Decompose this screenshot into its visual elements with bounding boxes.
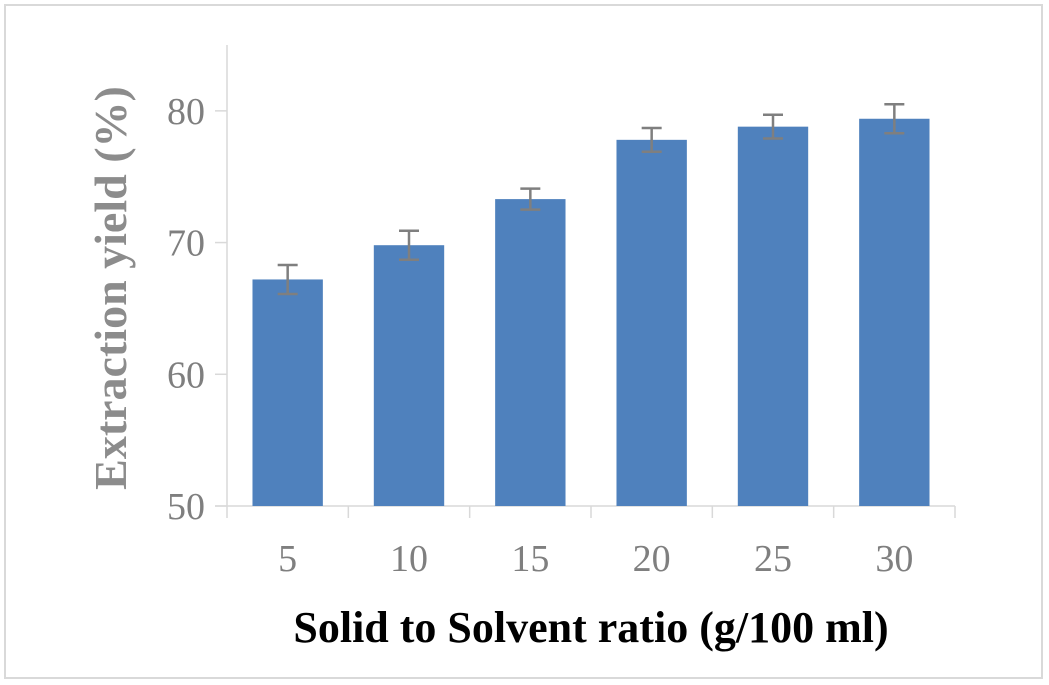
x-axis-title: Solid to Solvent ratio (g/100 ml) [293, 603, 888, 652]
bar [252, 279, 323, 506]
x-tick-label: 5 [278, 538, 297, 580]
error-bar [520, 187, 541, 211]
axes [215, 45, 956, 518]
x-tick-label: 30 [875, 538, 913, 580]
x-tick-label: 10 [390, 538, 428, 580]
bar [373, 245, 445, 506]
tick-labels: 50 60 70 80 5 10 15 20 25 30 [167, 91, 913, 580]
error-bars [277, 103, 905, 296]
y-tick-label: 50 [167, 486, 205, 528]
y-tick-label: 70 [167, 223, 205, 265]
error-bar [399, 229, 419, 261]
bar [859, 118, 930, 506]
bar [737, 126, 809, 507]
error-bar [277, 263, 298, 296]
x-tick-label: 20 [633, 538, 671, 580]
error-bar [763, 113, 783, 140]
y-tick-label: 60 [167, 354, 205, 396]
y-axis-title: Extraction yield (%) [85, 86, 136, 490]
y-tick-label: 80 [167, 91, 205, 133]
x-tick-label: 25 [754, 538, 792, 580]
bar [495, 199, 566, 506]
error-bar [641, 126, 662, 153]
bars [252, 118, 930, 507]
x-tick-label: 15 [511, 538, 549, 580]
error-bar [884, 103, 905, 135]
bar [616, 139, 687, 506]
